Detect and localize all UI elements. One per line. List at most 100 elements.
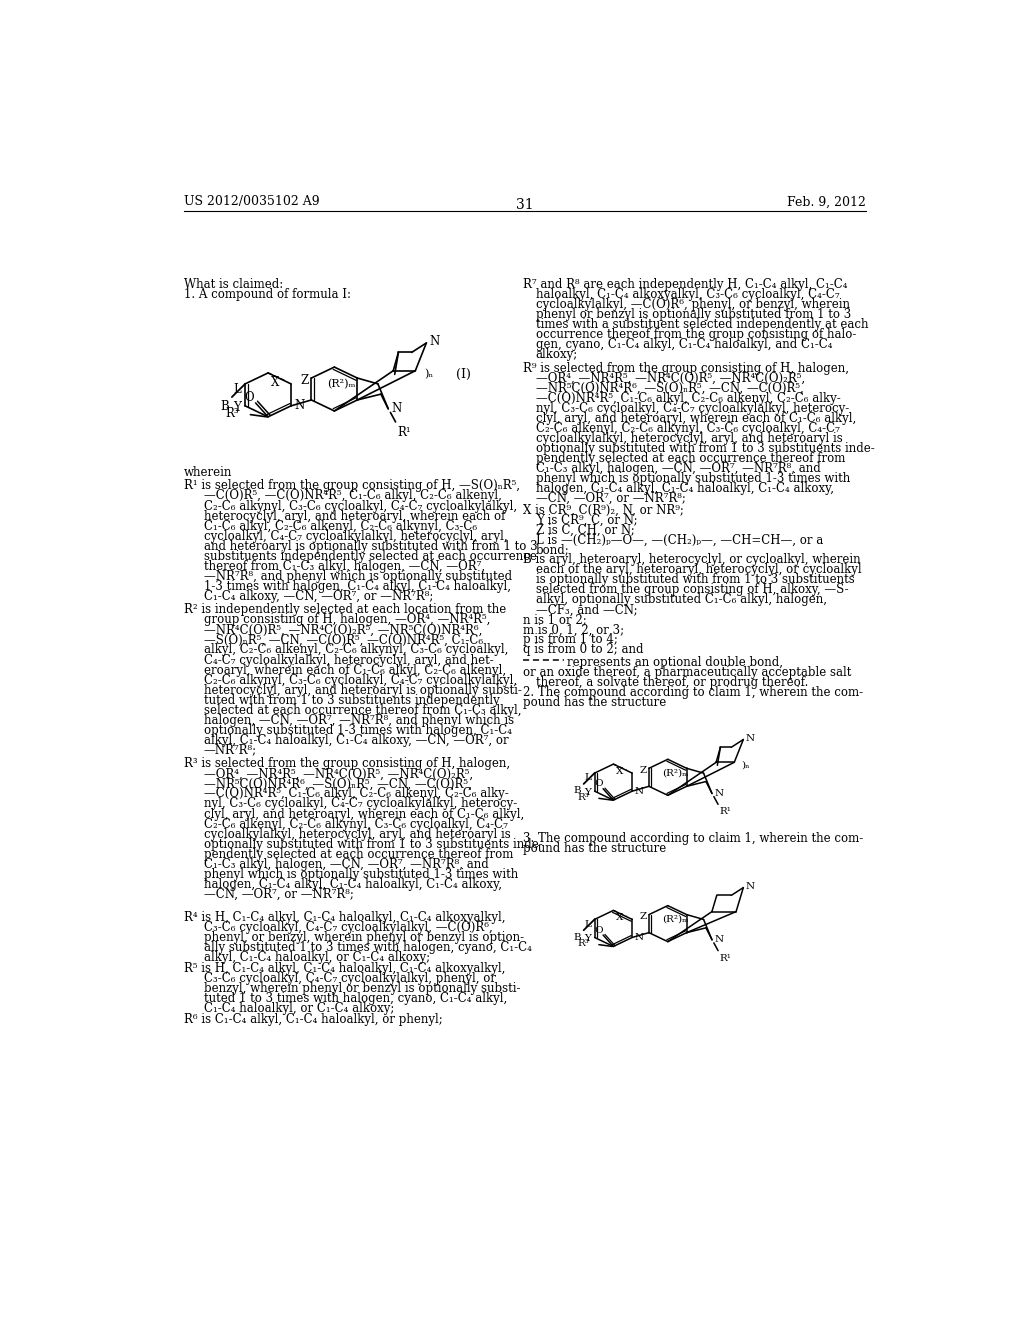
Text: L: L — [233, 383, 242, 396]
Text: selected from the group consisting of H, alkoxy, —S-: selected from the group consisting of H,… — [536, 583, 848, 597]
Text: Y: Y — [585, 935, 592, 944]
Text: selected at each occurrence thereof from C₁-C₃ alkyl,: selected at each occurrence thereof from… — [204, 704, 521, 717]
Text: C₃-C₆ cycloalkyl, C₄-C₇ cycloalkylalkyl, phenyl, or: C₃-C₆ cycloalkyl, C₄-C₇ cycloalkylalkyl,… — [204, 973, 496, 985]
Text: R⁷ and R⁸ are each independently H, C₁-C₄ alkyl, C₁-C₄: R⁷ and R⁸ are each independently H, C₁-C… — [523, 277, 848, 290]
Text: haloalkyl, C₁-C₄ alkoxyalkyl, C₃-C₆ cycloalkyl, C₄-C₇: haloalkyl, C₁-C₄ alkoxyalkyl, C₃-C₆ cycl… — [536, 288, 840, 301]
Text: gen, cyano, C₁-C₄ alkyl, C₁-C₄ haloalkyl, and C₁-C₄: gen, cyano, C₁-C₄ alkyl, C₁-C₄ haloalkyl… — [536, 338, 833, 351]
Text: (R²)ₘ: (R²)ₘ — [662, 768, 688, 777]
Text: N: N — [429, 335, 439, 348]
Text: nyl, C₃-C₆ cycloalkyl, C₄-C₇ cycloalkylalkyl, heterocy-: nyl, C₃-C₆ cycloalkyl, C₄-C₇ cycloalkyla… — [536, 401, 849, 414]
Text: each of the aryl, heteroaryl, heterocyclyl, or cycloalkyl: each of the aryl, heteroaryl, heterocycl… — [536, 564, 861, 577]
Text: tuted 1 to 3 times with halogen, cyano, C₁-C₄ alkyl,: tuted 1 to 3 times with halogen, cyano, … — [204, 993, 507, 1006]
Text: N: N — [295, 400, 305, 412]
Text: 2. The compound according to claim 1, wherein the com-: 2. The compound according to claim 1, wh… — [523, 686, 863, 698]
Text: —CF₃, and —CN;: —CF₃, and —CN; — [536, 603, 637, 616]
Text: —OR⁴, —NR⁴R⁵, —NR⁴C(O)R⁵, —NR⁴C(O)₂R⁵,: —OR⁴, —NR⁴R⁵, —NR⁴C(O)R⁵, —NR⁴C(O)₂R⁵, — [536, 372, 805, 384]
Text: L: L — [585, 920, 592, 929]
Text: R⁵ is H, C₁-C₄ alkyl, C₁-C₄ haloalkyl, C₁-C₄ alkoxyalkyl,: R⁵ is H, C₁-C₄ alkyl, C₁-C₄ haloalkyl, C… — [183, 962, 505, 975]
Text: alkyl, C₂-C₆ alkenyl, C₂-C₆ alkynyl, C₃-C₆ cycloalkyl,: alkyl, C₂-C₆ alkenyl, C₂-C₆ alkynyl, C₃-… — [204, 644, 508, 656]
Text: N: N — [715, 936, 724, 944]
Text: Y: Y — [585, 788, 592, 797]
Text: R³ is selected from the group consisting of H, halogen,: R³ is selected from the group consisting… — [183, 758, 510, 771]
Text: thereof, a solvate thereof, or prodrug thereof.: thereof, a solvate thereof, or prodrug t… — [536, 676, 808, 689]
Text: B: B — [573, 787, 582, 796]
Text: is optionally substituted with from 1 to 3 substituents: is optionally substituted with from 1 to… — [536, 573, 854, 586]
Text: benzyl, wherein phenyl or benzyl is optionally substi-: benzyl, wherein phenyl or benzyl is opti… — [204, 982, 520, 995]
Text: bond;: bond; — [536, 544, 569, 557]
Text: —CN, —OR⁷, or —NR⁷R⁸;: —CN, —OR⁷, or —NR⁷R⁸; — [204, 887, 354, 900]
Text: N: N — [745, 882, 755, 891]
Text: C₂-C₆ alkynyl, C₃-C₆ cycloalkyl, C₄-C₇ cycloalkylalkyl,: C₂-C₆ alkynyl, C₃-C₆ cycloalkyl, C₄-C₇ c… — [204, 673, 517, 686]
Text: Z: Z — [639, 766, 646, 775]
Text: N: N — [745, 734, 755, 743]
Text: L: L — [585, 774, 592, 783]
Text: phenyl or benzyl is optionally substituted from 1 to 3: phenyl or benzyl is optionally substitut… — [536, 308, 851, 321]
Text: represents an optional double bond,: represents an optional double bond, — [566, 656, 782, 669]
Text: C₁-C₃ alkyl, halogen, —CN, —OR⁷, —NR⁷R⁸, and: C₁-C₃ alkyl, halogen, —CN, —OR⁷, —NR⁷R⁸,… — [536, 462, 820, 475]
Text: and heteroaryl is optionally substituted with from 1 to 3: and heteroaryl is optionally substituted… — [204, 540, 538, 553]
Text: (I): (I) — [456, 368, 471, 381]
Text: N: N — [715, 789, 724, 799]
Text: heterocyclyl, aryl, and heteroaryl is optionally substi-: heterocyclyl, aryl, and heteroaryl is op… — [204, 684, 522, 697]
Text: R³: R³ — [578, 939, 589, 948]
Text: nyl, C₃-C₆ cycloalkyl, C₄-C₇ cycloalkylalkyl, heterocy-: nyl, C₃-C₆ cycloalkyl, C₄-C₇ cycloalkyla… — [204, 797, 517, 810]
Text: pound has the structure: pound has the structure — [523, 696, 667, 709]
Text: O: O — [594, 925, 602, 935]
Text: clyl, aryl, and heteroaryl, wherein each of C₁-C₆ alkyl,: clyl, aryl, and heteroaryl, wherein each… — [204, 808, 524, 821]
Text: —C(O)NR⁴R⁵, C₁-C₆ alkyl, C₂-C₆ alkenyl, C₂-C₆ alky-: —C(O)NR⁴R⁵, C₁-C₆ alkyl, C₂-C₆ alkenyl, … — [204, 788, 509, 800]
Text: heterocyclyl, aryl, and heteroaryl, wherein each of: heterocyclyl, aryl, and heteroaryl, wher… — [204, 510, 505, 523]
Text: O: O — [594, 779, 602, 788]
Text: R¹: R¹ — [720, 953, 732, 962]
Text: optionally substituted with from 1 to 3 substituents inde-: optionally substituted with from 1 to 3 … — [536, 442, 874, 455]
Text: B: B — [573, 933, 582, 941]
Text: substituents independently selected at each occurrence: substituents independently selected at e… — [204, 549, 537, 562]
Text: )ₙ: )ₙ — [424, 370, 433, 380]
Text: X is CR⁹, C(R⁹)₂, N, or NR⁹;: X is CR⁹, C(R⁹)₂, N, or NR⁹; — [523, 503, 684, 516]
Text: C₁-C₃ alkyl, halogen, —CN, —OR⁷, —NR⁷R⁸, and: C₁-C₃ alkyl, halogen, —CN, —OR⁷, —NR⁷R⁸,… — [204, 858, 488, 871]
Text: —NR⁷R⁸, and phenyl which is optionally substituted: —NR⁷R⁸, and phenyl which is optionally s… — [204, 570, 512, 582]
Text: R¹: R¹ — [397, 425, 412, 438]
Text: R³: R³ — [225, 407, 239, 420]
Text: Z: Z — [300, 374, 308, 387]
Text: halogen, C₁-C₄ alkyl, C₁-C₄ haloalkyl, C₁-C₄ alkoxy,: halogen, C₁-C₄ alkyl, C₁-C₄ haloalkyl, C… — [536, 482, 834, 495]
Text: —OR⁴, —NR⁴R⁵, —NR⁴C(O)R⁵, —NR⁴C(O)₂R⁵,: —OR⁴, —NR⁴R⁵, —NR⁴C(O)R⁵, —NR⁴C(O)₂R⁵, — [204, 767, 473, 780]
Text: 3. The compound according to claim 1, wherein the com-: 3. The compound according to claim 1, wh… — [523, 832, 863, 845]
Text: R⁴ is H, C₁-C₄ alkyl, C₁-C₄ haloalkyl, C₁-C₄ alkoxyalkyl,: R⁴ is H, C₁-C₄ alkyl, C₁-C₄ haloalkyl, C… — [183, 911, 505, 924]
Text: p is from 1 to 4;: p is from 1 to 4; — [523, 634, 618, 647]
Text: —C(O)NR⁴R⁵, C₁-C₆ alkyl, C₂-C₆ alkenyl, C₂-C₆ alky-: —C(O)NR⁴R⁵, C₁-C₆ alkyl, C₂-C₆ alkenyl, … — [536, 392, 841, 405]
Text: R¹ is selected from the group consisting of H, —S(O)ₙR⁵,: R¹ is selected from the group consisting… — [183, 479, 520, 492]
Text: B is aryl, heteroaryl, heterocyclyl, or cycloalkyl, wherein: B is aryl, heteroaryl, heterocyclyl, or … — [523, 553, 861, 566]
Text: )ₙ: )ₙ — [741, 760, 750, 770]
Text: pendently selected at each occurrence thereof from: pendently selected at each occurrence th… — [536, 451, 845, 465]
Text: cycloalkylalkyl, heterocyclyl, aryl, and heteroaryl is: cycloalkylalkyl, heterocyclyl, aryl, and… — [204, 828, 511, 841]
Text: wherein: wherein — [183, 466, 232, 479]
Text: times with a substituent selected independently at each: times with a substituent selected indepe… — [536, 318, 868, 331]
Text: X: X — [615, 767, 624, 776]
Text: What is claimed:: What is claimed: — [183, 277, 283, 290]
Text: —CN, —OR⁷, or —NR⁷R⁸;: —CN, —OR⁷, or —NR⁷R⁸; — [536, 492, 685, 504]
Text: optionally substituted with from 1 to 3 substituents inde-: optionally substituted with from 1 to 3 … — [204, 838, 543, 850]
Text: or an oxide thereof, a pharmaceutically acceptable salt: or an oxide thereof, a pharmaceutically … — [523, 665, 852, 678]
Text: N: N — [391, 403, 401, 416]
Text: C₁-C₄ haloalkyl, or C₁-C₄ alkoxy;: C₁-C₄ haloalkyl, or C₁-C₄ alkoxy; — [204, 1002, 394, 1015]
Text: —NR⁴C(O)R⁵, —NR⁴C(O)₂R⁵, —NR⁵C(O)NR⁴R⁶,: —NR⁴C(O)R⁵, —NR⁴C(O)₂R⁵, —NR⁵C(O)NR⁴R⁶, — [204, 623, 482, 636]
Text: C₁-C₄ alkoxy, —CN, —OR⁷, or —NR⁷R⁸;: C₁-C₄ alkoxy, —CN, —OR⁷, or —NR⁷R⁸; — [204, 590, 433, 603]
Text: —C(O)R⁵, —C(O)NR⁴R⁵, C₁-C₆ alkyl, C₂-C₆ alkenyl,: —C(O)R⁵, —C(O)NR⁴R⁵, C₁-C₆ alkyl, C₂-C₆ … — [204, 490, 502, 503]
Text: m is 0, 1, 2, or 3;: m is 0, 1, 2, or 3; — [523, 623, 625, 636]
Text: —NR⁵C(O)NR⁴R⁶, —S(O)ₙR⁵, —CN, —C(O)R⁵,: —NR⁵C(O)NR⁴R⁶, —S(O)ₙR⁵, —CN, —C(O)R⁵, — [536, 381, 804, 395]
Text: occurrence thereof from the group consisting of halo-: occurrence thereof from the group consis… — [536, 327, 856, 341]
Text: —NR⁷R⁸;: —NR⁷R⁸; — [204, 743, 257, 756]
Text: —S(O)ₙR⁵, —CN, —C(O)R⁵, —C(O)NR⁴R⁵, C₁-C₆: —S(O)ₙR⁵, —CN, —C(O)R⁵, —C(O)NR⁴R⁵, C₁-C… — [204, 634, 483, 647]
Text: —NR⁵C(O)NR⁴R⁶, —S(O)ₙR⁵, —CN, —C(O)R⁵,: —NR⁵C(O)NR⁴R⁶, —S(O)ₙR⁵, —CN, —C(O)R⁵, — [204, 777, 472, 791]
Text: US 2012/0035102 A9: US 2012/0035102 A9 — [183, 195, 319, 209]
Text: Y: Y — [232, 401, 241, 413]
Text: tuted with from 1 to 3 substituents independently: tuted with from 1 to 3 substituents inde… — [204, 693, 500, 706]
Text: X: X — [615, 913, 624, 921]
Text: alkyl, C₁-C₄ haloalkyl, C₁-C₄ alkoxy, —CN, —OR⁷, or: alkyl, C₁-C₄ haloalkyl, C₁-C₄ alkoxy, —C… — [204, 734, 509, 747]
Text: ally substituted 1 to 3 times with halogen, cyano, C₁-C₄: ally substituted 1 to 3 times with halog… — [204, 941, 531, 954]
Text: (R²)ₘ: (R²)ₘ — [327, 379, 355, 389]
Text: R⁶ is C₁-C₄ alkyl, C₁-C₄ haloalkyl, or phenyl;: R⁶ is C₁-C₄ alkyl, C₁-C₄ haloalkyl, or p… — [183, 1014, 442, 1026]
Text: cycloalkylalkyl, heterocyclyl, aryl, and heteroaryl is: cycloalkylalkyl, heterocyclyl, aryl, and… — [536, 432, 843, 445]
Text: cycloalkyl, C₄-C₇ cycloalkylalkyl, heterocyclyl, aryl,: cycloalkyl, C₄-C₇ cycloalkylalkyl, heter… — [204, 529, 508, 543]
Text: R⁹ is selected from the group consisting of H, halogen,: R⁹ is selected from the group consisting… — [523, 362, 849, 375]
